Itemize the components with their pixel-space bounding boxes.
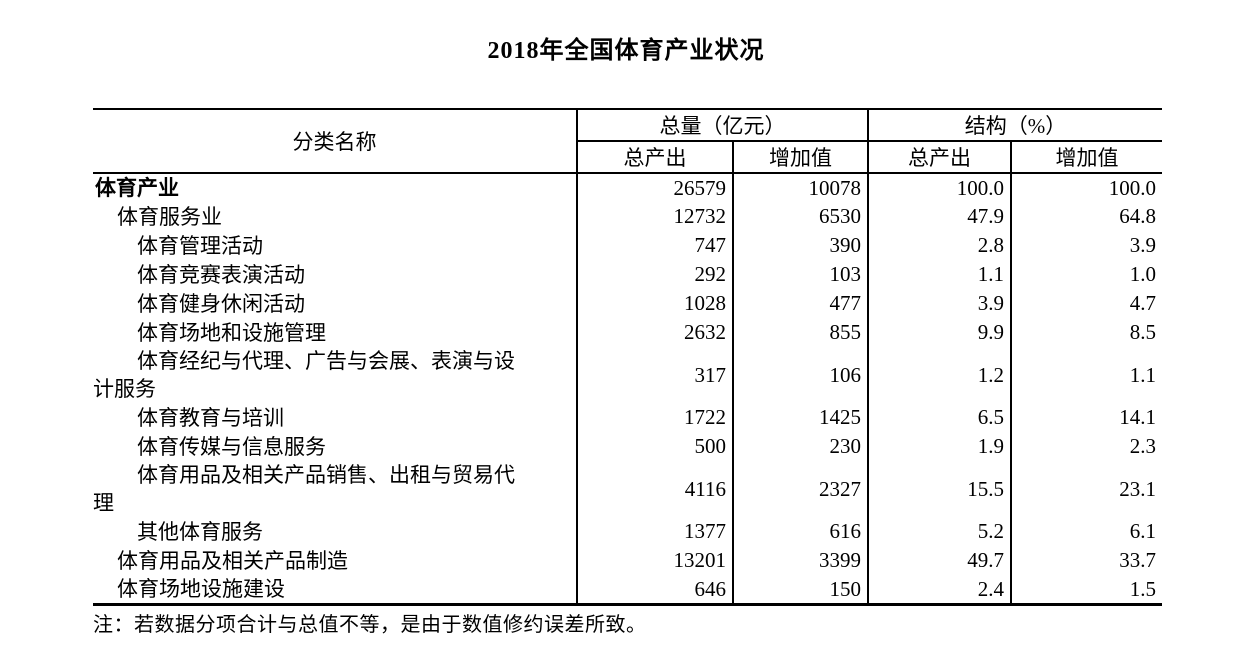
value-cell: 1.9 — [867, 432, 1011, 461]
value-cell: 10078 — [732, 173, 868, 202]
value-cell: 1.5 — [1010, 575, 1162, 605]
table-row: 体育服务业 12732 6530 47.9 64.8 — [93, 202, 1162, 231]
table-row: 体育场地和设施管理 2632 855 9.9 8.5 — [93, 318, 1162, 347]
value-cell: 2632 — [576, 318, 733, 347]
value-cell: 2.4 — [867, 575, 1011, 605]
value-cell: 1425 — [732, 403, 868, 432]
value-cell: 64.8 — [1010, 202, 1162, 231]
table-row: 体育健身休闲活动 1028 477 3.9 4.7 — [93, 289, 1162, 318]
value-cell: 616 — [732, 517, 868, 546]
value-cell: 23.1 — [1010, 461, 1162, 517]
value-cell: 1.1 — [1010, 347, 1162, 403]
header-row-groups: 分类名称 总量（亿元） 结构（%） — [93, 109, 1162, 174]
value-cell: 1.0 — [1010, 260, 1162, 289]
value-cell: 747 — [576, 231, 733, 260]
category-name-cell: 体育竞赛表演活动 — [137, 262, 305, 287]
category-name-cell: 其他体育服务 — [137, 519, 263, 544]
value-cell: 2.3 — [1010, 432, 1162, 461]
category-name-cell: 体育管理活动 — [137, 233, 263, 258]
table-row: 体育产业 26579 10078 100.0 100.0 — [93, 173, 1162, 202]
value-cell: 2.8 — [867, 231, 1011, 260]
value-cell: 15.5 — [867, 461, 1011, 517]
value-cell: 150 — [732, 575, 868, 605]
page-title: 2018年全国体育产业状况 — [487, 38, 765, 64]
value-cell: 500 — [576, 432, 733, 461]
header-added-value: 增加值 — [732, 141, 868, 174]
table-row: 体育竞赛表演活动 292 103 1.1 1.0 — [93, 260, 1162, 289]
header-group-structure: 结构（%） — [867, 109, 1162, 142]
value-cell: 3399 — [732, 546, 868, 575]
footnote: 注：若数据分项合计与总值不等，是由于数值修约误差所致。 — [93, 614, 647, 636]
table-header: 分类名称 总量（亿元） 结构（%） 总产出 增加值 总产出 增加值 — [93, 109, 1162, 174]
category-name-cell: 体育服务业 — [117, 204, 222, 229]
value-cell: 3.9 — [1010, 231, 1162, 260]
header-structure-added: 增加值 — [1010, 141, 1162, 174]
value-cell: 26579 — [576, 173, 733, 202]
table-row: 其他体育服务 1377 616 5.2 6.1 — [93, 517, 1162, 546]
value-cell: 646 — [576, 575, 733, 605]
value-cell: 3.9 — [867, 289, 1011, 318]
category-name-cell: 体育健身休闲活动 — [137, 291, 305, 316]
header-structure-output: 总产出 — [867, 141, 1011, 174]
value-cell: 49.7 — [867, 546, 1011, 575]
value-cell: 2327 — [732, 461, 868, 517]
value-cell: 8.5 — [1010, 318, 1162, 347]
table-row: 体育场地设施建设 646 150 2.4 1.5 — [93, 575, 1162, 605]
value-cell: 1377 — [576, 517, 733, 546]
table-row: 体育经纪与代理、广告与会展、表演与设计服务 317 106 1.2 1.1 — [93, 347, 1162, 403]
table-row: 体育用品及相关产品销售、出租与贸易代理 4116 2327 15.5 23.1 — [93, 461, 1162, 517]
table-body: 体育产业 26579 10078 100.0 100.0 体育服务业 12732 6530 47… — [93, 173, 1162, 605]
value-cell: 106 — [732, 347, 868, 403]
value-cell: 4116 — [576, 461, 733, 517]
value-cell: 317 — [576, 347, 733, 403]
value-cell: 390 — [732, 231, 868, 260]
value-cell: 477 — [732, 289, 868, 318]
value-cell: 230 — [732, 432, 868, 461]
header-total-output: 总产出 — [576, 141, 733, 174]
value-cell: 5.2 — [867, 517, 1011, 546]
category-name-cell: 体育产业 — [95, 176, 179, 200]
value-cell: 100.0 — [1010, 173, 1162, 202]
value-cell: 855 — [732, 318, 868, 347]
value-cell: 292 — [576, 260, 733, 289]
value-cell: 100.0 — [867, 173, 1011, 202]
value-cell: 1722 — [576, 403, 733, 432]
value-cell: 1.1 — [867, 260, 1011, 289]
value-cell: 13201 — [576, 546, 733, 575]
value-cell: 14.1 — [1010, 403, 1162, 432]
sports-industry-table: 分类名称 总量（亿元） 结构（%） 总产出 增加值 总产出 增加值 体育产业 26… — [93, 108, 1162, 606]
value-cell: 4.7 — [1010, 289, 1162, 318]
category-name-cell: 体育场地和设施管理 — [137, 320, 326, 345]
table-row: 体育管理活动 747 390 2.8 3.9 — [93, 231, 1162, 260]
category-name-cell: 体育经纪与代理、广告与会展、表演与设计服务 — [93, 349, 515, 401]
category-name-cell: 体育用品及相关产品制造 — [117, 548, 348, 573]
table-row: 体育传媒与信息服务 500 230 1.9 2.3 — [93, 432, 1162, 461]
value-cell: 6530 — [732, 202, 868, 231]
header-row-subs: 总产出 增加值 总产出 增加值 — [93, 141, 1162, 174]
value-cell: 1028 — [576, 289, 733, 318]
table-row: 体育用品及相关产品制造 13201 3399 49.7 33.7 — [93, 546, 1162, 575]
header-category: 分类名称 — [93, 109, 577, 174]
value-cell: 12732 — [576, 202, 733, 231]
value-cell: 33.7 — [1010, 546, 1162, 575]
category-name-cell: 体育场地设施建设 — [117, 577, 285, 601]
value-cell: 103 — [732, 260, 868, 289]
value-cell: 6.1 — [1010, 517, 1162, 546]
category-name-cell: 体育教育与培训 — [137, 405, 284, 430]
value-cell: 1.2 — [867, 347, 1011, 403]
value-cell: 6.5 — [867, 403, 1011, 432]
category-name-cell: 体育传媒与信息服务 — [137, 434, 326, 459]
header-group-total: 总量（亿元） — [576, 109, 868, 142]
table-row: 体育教育与培训 1722 1425 6.5 14.1 — [93, 403, 1162, 432]
value-cell: 47.9 — [867, 202, 1011, 231]
value-cell: 9.9 — [867, 318, 1011, 347]
category-name-cell: 体育用品及相关产品销售、出租与贸易代理 — [93, 463, 515, 515]
